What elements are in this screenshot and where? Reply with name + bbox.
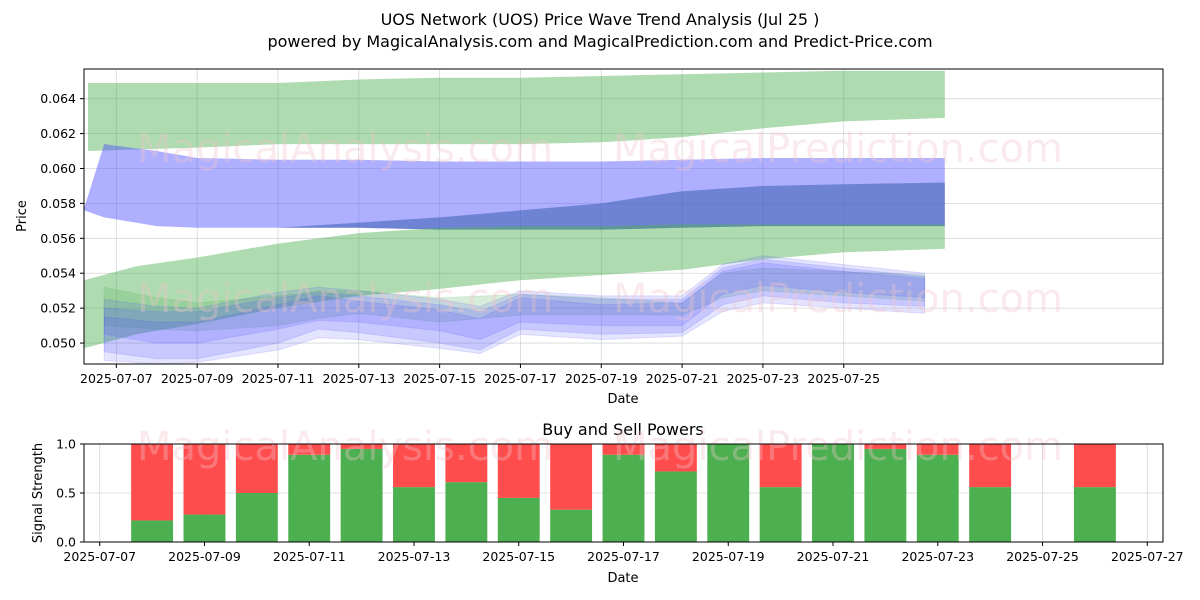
chart-title: UOS Network (UOS) Price Wave Trend Analy… — [381, 10, 820, 29]
buy-bar — [288, 454, 331, 542]
sell-bar — [864, 444, 907, 449]
watermark-prediction-mid: MagicalPrediction.com — [613, 276, 1063, 322]
price-y-tick-label: 0.056 — [40, 231, 76, 246]
signal-x-ticks: 2025-07-07 2025-07-09 2025-07-11 2025-07-13… — [63, 542, 1184, 564]
signal-x-tick-label: 2025-07-21 — [797, 549, 870, 564]
buy-bar — [812, 444, 854, 542]
buy-bar — [602, 454, 645, 542]
signal-x-tick-label: 2025-07-07 — [63, 549, 136, 564]
watermark-prediction-top: MagicalPrediction.com — [613, 126, 1063, 172]
buy-bar — [550, 509, 593, 542]
buy-bar — [707, 444, 750, 542]
sell-bar — [340, 444, 383, 449]
sell-bar — [654, 444, 697, 472]
sell-bar — [131, 444, 174, 521]
signal-x-tick-label: 2025-07-11 — [273, 549, 346, 564]
price-x-ticks: 2025-07-07 2025-07-09 2025-07-11 2025-07-13… — [80, 364, 880, 386]
price-y-tick-label: 0.058 — [40, 196, 76, 211]
chart-subtitle: powered by MagicalAnalysis.com and Magic… — [267, 32, 932, 51]
buy-bar — [759, 487, 802, 542]
price-y-tick-label: 0.052 — [40, 301, 76, 316]
wave-blue-3 — [103, 255, 926, 365]
signal-x-tick-label: 2025-07-09 — [168, 549, 241, 564]
sell-bar — [602, 444, 645, 455]
buy-bar — [340, 448, 383, 542]
price-x-tick-label: 2025-07-15 — [403, 371, 476, 386]
signal-y-axis-label: Signal Strength — [31, 443, 46, 543]
price-x-tick-label: 2025-07-13 — [322, 371, 395, 386]
buy-bar — [654, 471, 697, 542]
watermark-prediction-bottom: MagicalPrediction.com — [613, 424, 1063, 470]
price-x-tick-label: 2025-07-07 — [80, 371, 153, 386]
signal-x-tick-label: 2025-07-19 — [692, 549, 765, 564]
price-panel: MagicalAnalysis.com MagicalPrediction.co… — [15, 68, 1164, 407]
sell-bar — [550, 444, 593, 510]
wave-blue-1 — [103, 262, 926, 360]
buy-bar — [393, 487, 435, 542]
signal-panel: Buy and Sell Powers MagicalAnalysis.com … — [31, 420, 1184, 586]
sell-bar — [288, 444, 331, 455]
price-y-tick-label: 0.050 — [40, 336, 76, 351]
watermark-analysis-mid: MagicalAnalysis.com — [137, 276, 553, 322]
buy-bar — [1073, 487, 1116, 542]
price-x-tick-label: 2025-07-09 — [161, 371, 234, 386]
buy-bar — [131, 520, 174, 542]
buy-bar — [445, 482, 488, 542]
price-y-tick-label: 0.064 — [40, 91, 76, 106]
signal-y-tick-label: 1.0 — [56, 437, 76, 452]
price-x-tick-label: 2025-07-25 — [807, 371, 880, 386]
sell-bar — [183, 444, 226, 515]
buy-bar — [916, 454, 959, 542]
sell-bar — [1073, 444, 1116, 488]
signal-y-ticks: 0.0 0.5 1.0 — [56, 437, 84, 550]
price-x-tick-label: 2025-07-17 — [484, 371, 557, 386]
price-x-tick-label: 2025-07-19 — [565, 371, 638, 386]
signal-bars — [131, 444, 1116, 542]
price-y-tick-label: 0.062 — [40, 126, 76, 141]
upper-green-band — [88, 70, 945, 151]
sell-bar — [969, 444, 1012, 488]
buy-bar — [183, 514, 226, 542]
dark-blue-band — [278, 182, 945, 230]
wave-blue-2 — [103, 258, 926, 344]
watermark-analysis-top: MagicalAnalysis.com — [137, 126, 553, 172]
signal-x-tick-label: 2025-07-13 — [378, 549, 451, 564]
price-y-ticks: 0.050 0.052 0.054 0.056 0.058 0.060 0.062 0.064 — [40, 91, 84, 351]
signal-x-tick-label: 2025-07-25 — [1006, 549, 1079, 564]
buy-bar — [969, 487, 1012, 542]
sell-bar — [759, 444, 802, 488]
signal-y-tick-label: 0.0 — [56, 535, 76, 550]
sell-bar — [393, 444, 435, 488]
price-y-axis-label: Price — [15, 200, 30, 232]
price-y-tick-label: 0.060 — [40, 161, 76, 176]
price-x-tick-label: 2025-07-23 — [727, 371, 800, 386]
price-x-tick-label: 2025-07-21 — [646, 371, 719, 386]
wave-green — [103, 267, 926, 332]
sell-bar — [497, 444, 540, 498]
signal-x-tick-label: 2025-07-17 — [587, 549, 660, 564]
signal-x-tick-label: 2025-07-23 — [901, 549, 974, 564]
signal-x-tick-label: 2025-07-15 — [482, 549, 555, 564]
price-bands — [84, 70, 945, 349]
sell-bar — [916, 444, 959, 455]
watermark-analysis-bottom: MagicalAnalysis.com — [137, 424, 553, 470]
signal-x-tick-label: 2025-07-27 — [1111, 549, 1184, 564]
price-waves — [103, 255, 926, 365]
buy-bar — [497, 497, 540, 542]
buy-bar — [235, 493, 278, 542]
signal-y-tick-label: 0.5 — [56, 486, 76, 501]
price-x-tick-label: 2025-07-11 — [242, 371, 315, 386]
signal-x-axis-label: Date — [607, 571, 638, 586]
signal-title: Buy and Sell Powers — [542, 420, 704, 439]
sell-bar — [445, 444, 488, 483]
price-x-axis-label: Date — [607, 392, 638, 407]
price-plot-border — [83, 68, 1164, 365]
buy-bar — [864, 448, 907, 542]
sell-bar — [235, 444, 278, 493]
lower-green-band — [84, 224, 945, 349]
price-y-tick-label: 0.054 — [40, 266, 76, 281]
